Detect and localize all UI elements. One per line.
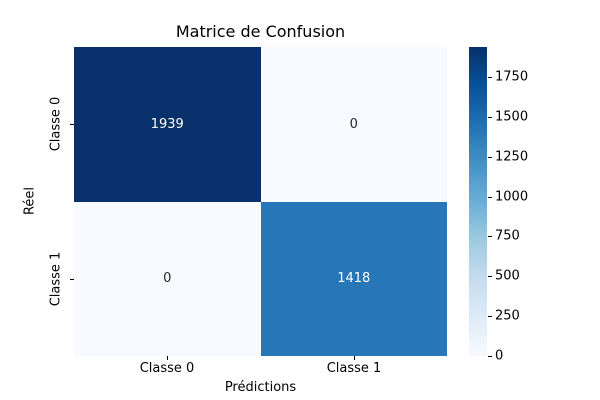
heatmap-cell: 0	[260, 47, 447, 202]
heatmap-cell: 1939	[74, 47, 261, 202]
heatmap-cell: 1418	[260, 201, 447, 356]
chart-title: Matrice de Confusion	[175, 22, 346, 41]
x-tick-mark	[167, 356, 168, 360]
colorbar-tick-label: 0	[495, 348, 504, 364]
heatmap-cell: 0	[74, 201, 261, 356]
y-tick-mark	[70, 124, 74, 125]
colorbar-tick-label: 1000	[495, 189, 529, 205]
x-tick-mark	[354, 356, 355, 360]
colorbar-tick-mark	[488, 316, 492, 318]
colorbar-tick-mark	[488, 276, 492, 278]
cell-annotation: 0	[163, 271, 172, 287]
cell-annotation: 1418	[337, 271, 371, 287]
colorbar-tick-mark	[488, 116, 492, 118]
colorbar-tick-mark	[488, 236, 492, 238]
colorbar-tick-mark	[488, 196, 492, 198]
colorbar-tick-mark	[488, 356, 492, 357]
x-tick-label-classe1: Classe 1	[326, 361, 382, 376]
y-tick-label-classe1: Classe 1	[48, 251, 64, 307]
colorbar-tick-mark	[488, 77, 492, 79]
colorbar-tick-label: 1500	[495, 109, 529, 125]
colorbar	[469, 47, 487, 356]
colorbar-tick-label: 1750	[495, 69, 529, 85]
y-axis-label: Réel	[22, 186, 38, 216]
colorbar-tick-mark	[488, 156, 492, 158]
colorbar-tick-label: 500	[495, 268, 520, 284]
colorbar-tick-label: 750	[495, 228, 520, 244]
cell-annotation: 1939	[150, 116, 184, 132]
x-axis-label: Prédictions	[224, 380, 297, 395]
heatmap-grid: 1939 0 0 1418	[74, 47, 447, 356]
y-tick-mark	[70, 279, 74, 280]
colorbar-tick-label: 250	[495, 308, 520, 324]
x-tick-label-classe0: Classe 0	[139, 361, 195, 376]
y-tick-label-classe0: Classe 0	[48, 96, 64, 152]
colorbar-tick-label: 1250	[495, 149, 529, 165]
cell-annotation: 0	[349, 116, 358, 132]
